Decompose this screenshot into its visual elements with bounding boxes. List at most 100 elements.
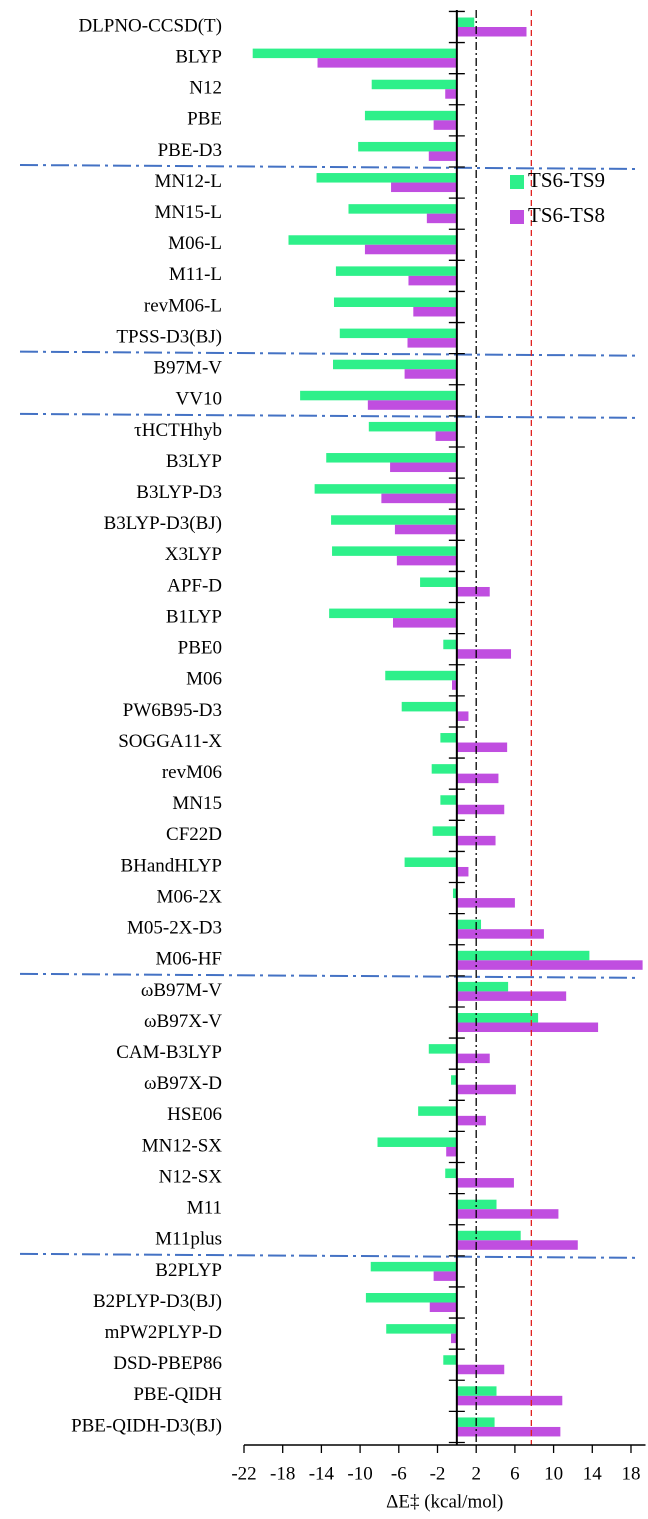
bar [456, 866, 469, 877]
category-label: B3LYP-D3 [136, 482, 222, 503]
bar [440, 795, 457, 805]
bar [456, 1178, 514, 1188]
category-label: B2PLYP-D3(BJ) [93, 1291, 222, 1312]
category-label: MN15-L [154, 202, 222, 223]
bar [426, 213, 457, 224]
bar [392, 618, 457, 628]
bar [335, 266, 457, 276]
group-separator [19, 350, 639, 357]
bar [370, 1261, 457, 1272]
category-label: revM06 [162, 762, 222, 783]
category-label: M06-L [168, 233, 222, 254]
group-separator [19, 1252, 639, 1259]
bar [252, 48, 457, 59]
category-label: M05-2X-D3 [127, 918, 222, 939]
bar [407, 338, 457, 348]
category-label: B2PLYP [155, 1260, 222, 1281]
bar [408, 275, 457, 286]
category-label: DLPNO-CCSD(T) [78, 15, 222, 36]
bar [365, 1293, 457, 1303]
bar [404, 857, 457, 867]
bar [456, 1084, 516, 1095]
bar [386, 1324, 457, 1334]
bar [456, 17, 475, 27]
category-label: PBE-D3 [158, 140, 222, 161]
bar [413, 306, 457, 317]
bar [456, 929, 544, 939]
category-label: M06 [186, 669, 222, 690]
bar [316, 173, 457, 183]
x-axis-label: ΔE‡ (kcal/mol) [386, 1491, 503, 1512]
category-label: BHandHLYP [120, 855, 222, 876]
bar [300, 390, 457, 401]
bar [429, 1302, 457, 1313]
bar [456, 27, 527, 37]
bar [451, 1333, 457, 1344]
bar [332, 546, 457, 556]
category-label: APF-D [167, 575, 222, 596]
bar [443, 1355, 457, 1365]
group-separator [19, 412, 639, 419]
category-label: PBE0 [178, 638, 222, 659]
x-tick-label: -10 [347, 1463, 372, 1484]
bar [456, 1199, 497, 1210]
bar [364, 244, 457, 255]
bar [333, 297, 457, 307]
category-label: DSD-PBEP86 [113, 1353, 222, 1374]
legend-swatch [510, 175, 524, 189]
bar [456, 1209, 559, 1219]
category-label: B3LYP [166, 451, 222, 472]
bar [348, 204, 457, 214]
bar [385, 670, 457, 681]
bar [443, 639, 457, 650]
bar [420, 577, 457, 587]
category-label: X3LYP [165, 544, 222, 565]
bar [451, 1075, 457, 1085]
bar [435, 431, 457, 441]
category-label: N12-SX [159, 1166, 223, 1187]
bar [432, 826, 457, 836]
bar [456, 1240, 578, 1250]
bar [456, 649, 512, 659]
bar [390, 462, 457, 473]
category-label: revM06-L [144, 295, 222, 316]
bar [329, 608, 457, 619]
bar [314, 484, 457, 494]
bar [456, 919, 482, 930]
bar [456, 804, 505, 815]
bar [456, 1115, 486, 1126]
bar [288, 235, 457, 245]
category-label: B1LYP [166, 606, 222, 627]
category-label: MN15 [172, 793, 222, 814]
bar [456, 1364, 505, 1375]
bar [456, 1395, 563, 1406]
bar [456, 1013, 539, 1023]
bar [381, 493, 457, 504]
bar [401, 701, 457, 712]
category-label: MN12-L [154, 171, 222, 192]
category-label: VV10 [176, 389, 222, 410]
group-separator [19, 972, 639, 979]
bar [456, 1053, 490, 1064]
category-label: TPSS-D3(BJ) [116, 326, 222, 347]
bar [368, 421, 457, 432]
bar [456, 773, 499, 784]
bar [456, 898, 515, 908]
bar [391, 182, 457, 193]
category-label: MN12-SX [142, 1135, 223, 1156]
bar [404, 369, 457, 379]
category-label: PW6B95-D3 [123, 700, 222, 721]
category-label: M11-L [169, 264, 222, 285]
category-label: τHCTHhyb [134, 420, 222, 441]
category-label: BLYP [175, 46, 222, 67]
bar [446, 1146, 457, 1157]
bar [326, 453, 457, 463]
category-label: SOGGA11-X [118, 731, 222, 752]
bar [418, 1106, 457, 1116]
category-label: mPW2PLYP-D [105, 1322, 222, 1343]
category-label: PBE [187, 109, 222, 130]
bar [456, 711, 469, 721]
bar [333, 359, 457, 370]
bar [394, 524, 457, 535]
